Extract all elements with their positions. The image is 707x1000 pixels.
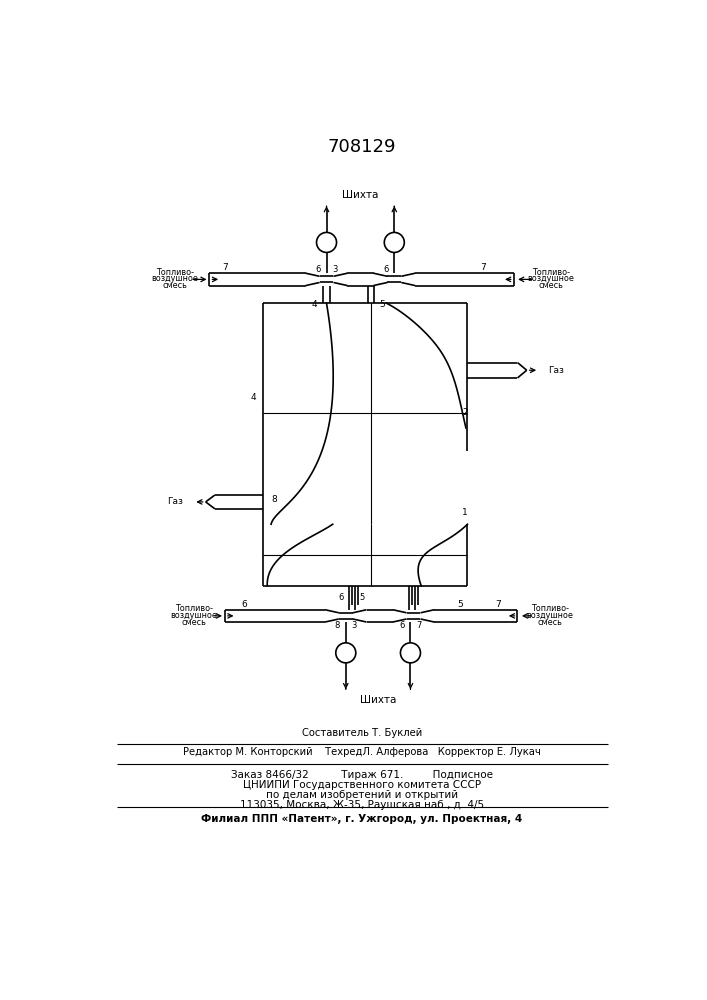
Text: Топливо-: Топливо-	[531, 604, 569, 613]
Circle shape	[400, 643, 421, 663]
Text: Газ: Газ	[549, 366, 564, 375]
Text: 7: 7	[222, 263, 228, 272]
Text: смесь: смесь	[163, 281, 187, 290]
Text: Составитель Т. Буклей: Составитель Т. Буклей	[302, 728, 422, 738]
Circle shape	[336, 643, 356, 663]
Text: 4: 4	[312, 300, 317, 309]
Text: Заказ 8466/32          Тираж 671.         Подписное: Заказ 8466/32 Тираж 671. Подписное	[231, 770, 493, 780]
Text: 6: 6	[383, 265, 389, 274]
Text: смесь: смесь	[538, 281, 563, 290]
Text: воздушное: воздушное	[170, 611, 218, 620]
Text: 8: 8	[334, 621, 340, 630]
Text: 7: 7	[416, 621, 421, 630]
Text: воздушное: воздушное	[527, 274, 574, 283]
Text: Редактор М. Конторский    ТехредЛ. Алферова   Корректор Е. Лукач: Редактор М. Конторский ТехредЛ. Алферова…	[183, 747, 541, 757]
Text: 7: 7	[496, 600, 501, 609]
Text: воздушное: воздушное	[527, 611, 573, 620]
Text: ЦНИИПИ Государственного комитета СССР: ЦНИИПИ Государственного комитета СССР	[243, 780, 481, 790]
Text: 3: 3	[351, 621, 357, 630]
Text: Топливо-: Топливо-	[156, 268, 194, 277]
Text: 1: 1	[462, 508, 468, 517]
Text: 4: 4	[250, 393, 256, 402]
Text: смесь: смесь	[537, 618, 562, 627]
Circle shape	[317, 232, 337, 252]
Text: 5: 5	[457, 600, 462, 609]
Text: 113035, Москва, Ж-35, Раушская наб., д. 4/5: 113035, Москва, Ж-35, Раушская наб., д. …	[240, 800, 484, 810]
Text: 5: 5	[379, 300, 385, 309]
Text: 6: 6	[241, 600, 247, 609]
Text: 6: 6	[315, 265, 321, 274]
Text: 8: 8	[271, 495, 277, 504]
Text: смесь: смесь	[182, 618, 206, 627]
Text: 6: 6	[339, 593, 344, 602]
Text: 7: 7	[480, 263, 486, 272]
Text: 6: 6	[399, 621, 404, 630]
Text: Топливо-: Топливо-	[532, 268, 570, 277]
Circle shape	[385, 232, 404, 252]
Text: воздушное: воздушное	[151, 274, 198, 283]
Text: 2: 2	[462, 408, 467, 417]
Text: 3: 3	[332, 265, 338, 274]
Text: по делам изобретений и открытий: по делам изобретений и открытий	[266, 790, 458, 800]
Text: 5: 5	[360, 593, 365, 602]
Text: Газ: Газ	[167, 497, 182, 506]
Text: Шихта: Шихта	[360, 695, 397, 705]
Text: Филиал ППП «Патент», г. Ужгород, ул. Проектная, 4: Филиал ППП «Патент», г. Ужгород, ул. Про…	[201, 814, 522, 824]
Text: Шихта: Шихта	[342, 190, 379, 200]
Text: 708129: 708129	[328, 138, 396, 156]
Text: Топливо-: Топливо-	[175, 604, 213, 613]
